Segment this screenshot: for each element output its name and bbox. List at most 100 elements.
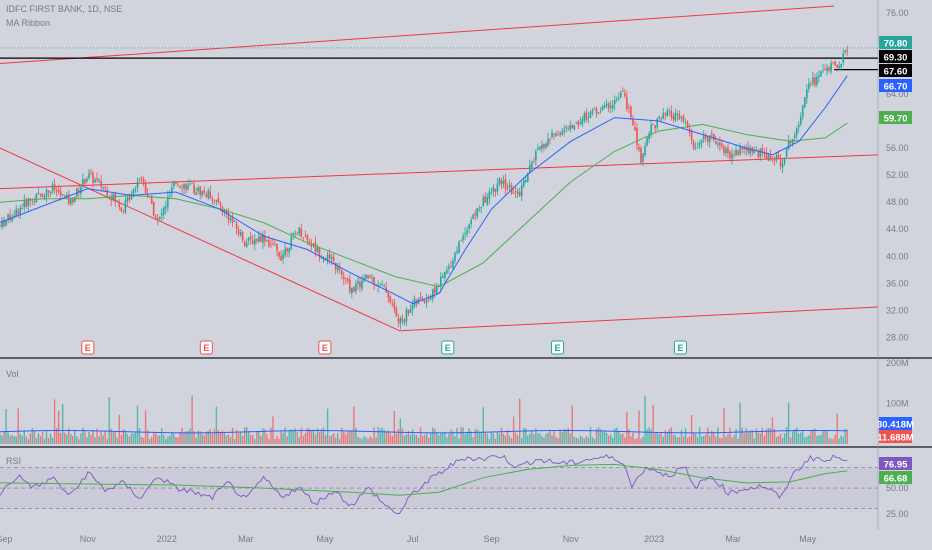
time-tick-label: Jul — [407, 534, 419, 544]
candle-body — [140, 178, 143, 179]
candle-body — [270, 244, 272, 246]
volume-bar — [389, 433, 391, 444]
volume-bar — [207, 431, 209, 444]
volume-bar — [229, 437, 232, 444]
volume-bar — [840, 435, 842, 444]
candle-body — [189, 183, 191, 185]
volume-bar — [597, 427, 600, 444]
candle-body — [745, 148, 747, 150]
candle-body — [771, 158, 774, 160]
candle-body — [65, 195, 68, 199]
candle-body — [262, 233, 264, 244]
candle-body — [672, 116, 675, 120]
candle-body — [506, 187, 509, 189]
candle-body — [763, 152, 766, 154]
volume-bar — [43, 439, 46, 444]
volume-bar — [276, 436, 278, 444]
candle-body — [822, 70, 824, 71]
symbol-title[interactable]: IDFC FIRST BANK, 1D, NSE — [6, 4, 123, 14]
candle-body — [41, 193, 44, 198]
candle-body — [308, 241, 311, 245]
indicator-label[interactable]: MA Ribbon — [6, 18, 51, 28]
candle-body — [545, 143, 547, 148]
time-tick-label: 2023 — [644, 534, 664, 544]
volume-bar — [664, 430, 666, 444]
volume-bar — [783, 433, 786, 444]
volume-bar — [454, 436, 456, 444]
volume-bar — [235, 429, 238, 444]
volume-bar — [460, 427, 462, 444]
volume-bar — [403, 435, 406, 444]
candle-body — [799, 116, 802, 125]
candle-body — [783, 157, 786, 164]
volume-bar — [195, 437, 197, 444]
ma-fast-line — [0, 75, 848, 305]
candle-body — [607, 102, 610, 109]
volume-bar — [448, 434, 450, 444]
candle-body — [401, 318, 404, 322]
candle-body — [276, 244, 278, 251]
volume-bar — [761, 427, 764, 444]
candle-body — [63, 195, 66, 197]
candle-body — [203, 190, 206, 193]
candle-body — [775, 155, 778, 161]
volume-bar — [280, 431, 282, 444]
trendline — [0, 154, 879, 190]
candle-body — [682, 115, 685, 122]
volume-bar — [793, 429, 796, 444]
volume-bar — [543, 437, 545, 444]
candle-body — [197, 187, 199, 192]
candle-body — [284, 249, 286, 256]
candle-body — [381, 284, 383, 286]
volume-bar — [177, 437, 179, 444]
volume-bar — [789, 437, 792, 444]
candle-body — [605, 103, 608, 106]
volume-bar — [353, 406, 355, 444]
candle-body — [660, 118, 663, 120]
volume-bar — [100, 431, 102, 444]
candle-body — [415, 299, 418, 304]
candle-body — [456, 251, 458, 253]
volume-bar — [680, 429, 683, 444]
volume-bar — [336, 432, 339, 444]
candle-body — [757, 151, 760, 158]
candle-body — [717, 143, 719, 145]
volume-bar — [102, 435, 104, 444]
rsi-label-text: 66.68 — [884, 474, 908, 485]
volume-bar — [472, 437, 474, 444]
candle-body — [806, 89, 808, 99]
volume-bar — [243, 427, 246, 444]
candle-body — [169, 194, 171, 196]
volume-bar — [148, 438, 151, 444]
candle-body — [253, 239, 256, 245]
volume-pane-label: Vol — [6, 369, 19, 379]
volume-bar — [413, 434, 416, 444]
volume-bar — [399, 418, 402, 444]
candle-body — [690, 131, 693, 141]
volume-bar — [425, 432, 428, 444]
price-label-bg — [879, 111, 912, 124]
candle-body — [466, 230, 468, 234]
candle-body — [636, 128, 638, 146]
candle-body — [229, 218, 232, 221]
volume-bar — [330, 435, 333, 444]
candle-body — [423, 300, 426, 303]
volume-bar — [25, 436, 27, 444]
volume-bar — [215, 406, 218, 444]
candle-body — [522, 180, 525, 187]
volume-bar — [844, 428, 846, 444]
candle-body — [340, 270, 343, 275]
volume-bar — [508, 435, 511, 444]
candle-body — [403, 320, 406, 324]
volume-bar — [296, 432, 298, 444]
candle-body — [413, 298, 416, 307]
price-tick-label: 28.00 — [886, 332, 909, 342]
candle-body — [1, 220, 3, 227]
candle-body — [142, 178, 145, 183]
candle-body — [824, 68, 826, 70]
earnings-box — [318, 340, 332, 355]
candle-body — [138, 179, 141, 181]
volume-bar — [86, 437, 88, 444]
volume-bar — [573, 436, 575, 444]
candle-body — [296, 234, 299, 236]
